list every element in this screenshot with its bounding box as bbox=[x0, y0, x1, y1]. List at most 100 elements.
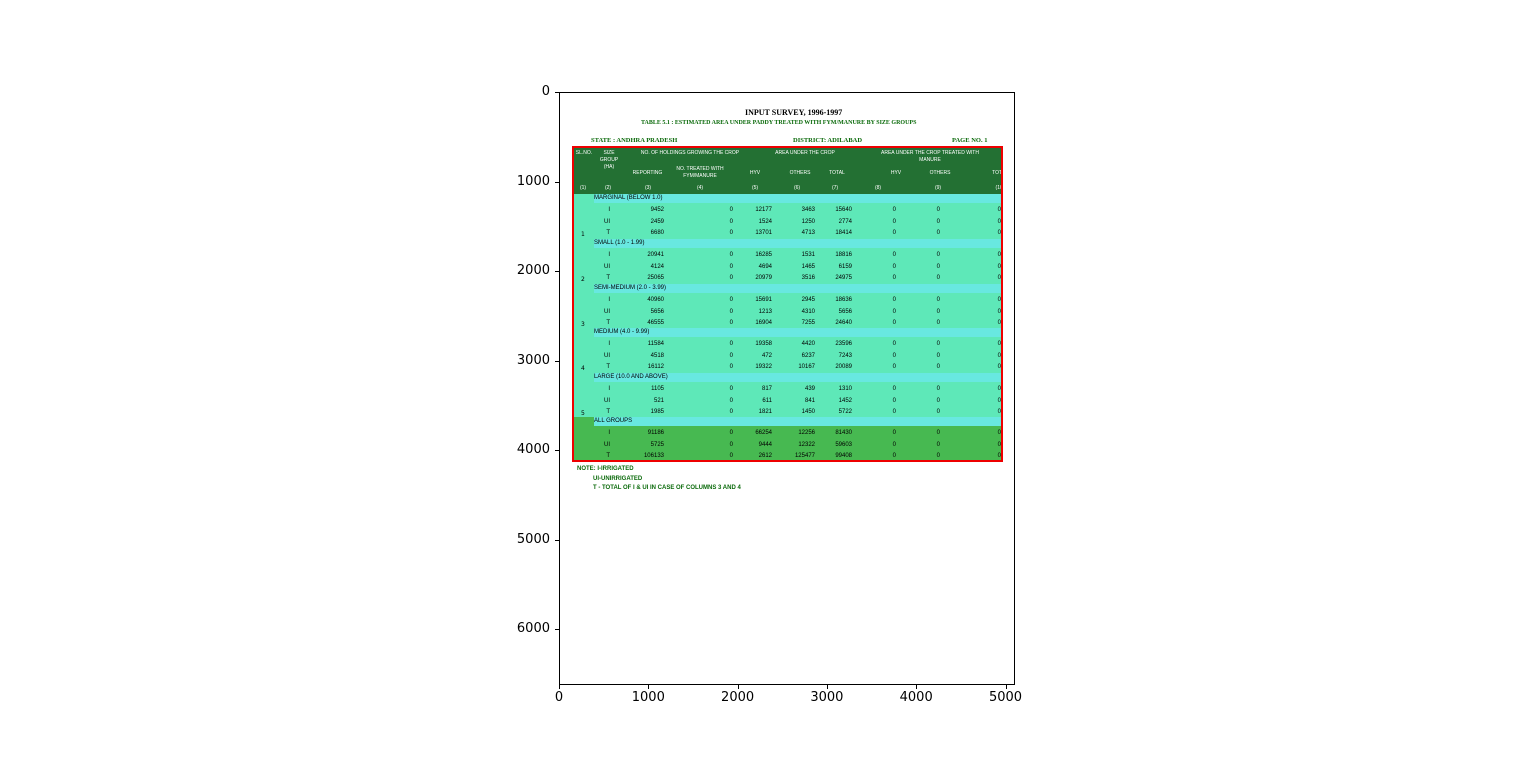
sl-number: 2 bbox=[581, 276, 585, 283]
table-cell: 0 bbox=[892, 308, 896, 315]
table-cell: 12322 bbox=[798, 441, 815, 448]
table-cell: 12177 bbox=[755, 207, 772, 213]
row-type: T bbox=[606, 275, 610, 281]
table-cell: 1985 bbox=[650, 409, 664, 415]
table-cell: 0 bbox=[892, 364, 896, 370]
header-slno: SL.NO. bbox=[575, 150, 593, 156]
y-tick-label: 5000 bbox=[516, 531, 550, 547]
table-cell: 18636 bbox=[835, 297, 852, 303]
table-cell: 0 bbox=[892, 441, 896, 448]
doc-title: INPUT SURVEY, 1996-1997 bbox=[745, 108, 843, 117]
row-type: UI bbox=[604, 263, 610, 270]
table-cell: 2774 bbox=[838, 218, 852, 225]
table-cell: 4713 bbox=[801, 230, 815, 236]
table-cell: 0 bbox=[997, 453, 1001, 459]
table-cell: 0 bbox=[936, 263, 940, 270]
table-cell: 15691 bbox=[755, 297, 772, 303]
table-cell: 0 bbox=[892, 397, 896, 404]
table-cell: 0 bbox=[892, 297, 896, 303]
table-cell: 2945 bbox=[801, 297, 815, 303]
table-cell: 0 bbox=[997, 252, 1001, 258]
table-cell: 0 bbox=[997, 341, 1001, 347]
table-cell: 0 bbox=[892, 320, 896, 326]
table-cell: 0 bbox=[936, 386, 940, 392]
row-type: T bbox=[606, 320, 610, 326]
table-cell: 0 bbox=[997, 263, 1001, 270]
table-cell: 0 bbox=[892, 230, 896, 236]
table-cell: 0 bbox=[892, 207, 896, 213]
header-others: OTHERS bbox=[789, 170, 811, 176]
table-cell: 23596 bbox=[835, 341, 852, 347]
table-cell: 611 bbox=[762, 397, 772, 404]
table-cell: 0 bbox=[729, 386, 733, 392]
table-cell: 4124 bbox=[650, 263, 664, 270]
table-cell: 13701 bbox=[755, 230, 772, 236]
y-tick-label: 3000 bbox=[516, 352, 550, 368]
table-cell: 0 bbox=[997, 275, 1001, 281]
district-label: DISTRICT: ADILABAD bbox=[793, 137, 863, 144]
header-total2: TOTAL bbox=[992, 170, 1008, 176]
y-tick-label: 6000 bbox=[516, 621, 550, 636]
table-cell: 472 bbox=[761, 352, 772, 359]
table-cell: 0 bbox=[997, 308, 1001, 315]
table-cell: 0 bbox=[997, 386, 1001, 392]
table-cell: 106133 bbox=[643, 453, 664, 459]
table-cell: 91186 bbox=[647, 430, 664, 436]
header-hyv2: HYV bbox=[890, 170, 902, 176]
table-cell: 0 bbox=[997, 409, 1001, 415]
row-type: I bbox=[608, 386, 610, 392]
size-group-band: SEMI-MEDIUM (2.0 - 3.99) bbox=[594, 284, 1002, 293]
x-tick-mark bbox=[737, 685, 739, 689]
row-type: UI bbox=[604, 441, 610, 448]
table-cell: 0 bbox=[729, 341, 733, 347]
table-header bbox=[574, 148, 1002, 194]
table-cell: 0 bbox=[892, 430, 896, 436]
table-cell: 59603 bbox=[835, 441, 852, 448]
y-tick-label: 0 bbox=[541, 84, 550, 99]
x-tick-label: 3000 bbox=[810, 690, 844, 705]
x-tick-label: 4000 bbox=[899, 690, 933, 705]
table-cell: 0 bbox=[729, 230, 733, 236]
table-cell: 0 bbox=[729, 275, 733, 281]
header-others2: OTHERS bbox=[929, 170, 951, 176]
table-cell: 0 bbox=[729, 218, 733, 225]
row-type: I bbox=[608, 430, 610, 436]
note-line: UI-UNIRRIGATED bbox=[593, 476, 643, 482]
x-tick-label: 1000 bbox=[631, 690, 665, 705]
table-cell: 19358 bbox=[755, 341, 772, 347]
table-cell: 4518 bbox=[650, 352, 664, 359]
table-cell: 0 bbox=[936, 441, 940, 448]
table-cell: 0 bbox=[997, 207, 1001, 213]
table-cell: 125477 bbox=[794, 453, 815, 459]
x-tick-mark bbox=[1005, 685, 1007, 689]
table-cell: 0 bbox=[997, 218, 1001, 225]
y-tick-mark bbox=[555, 539, 559, 541]
header-hyv: HYV bbox=[749, 170, 761, 176]
highlight-box bbox=[572, 146, 1003, 462]
column-number: (7) bbox=[831, 185, 839, 191]
table-cell: 10167 bbox=[798, 364, 815, 370]
table-cell: 0 bbox=[936, 397, 940, 404]
table-cell: 4310 bbox=[801, 308, 815, 315]
table-cell: 0 bbox=[729, 263, 733, 270]
y-tick-label: 1000 bbox=[516, 173, 550, 189]
table-cell: 20941 bbox=[647, 252, 664, 258]
table-cell: 5722 bbox=[838, 409, 852, 415]
table-cell: 4694 bbox=[758, 263, 772, 270]
table-cell: 0 bbox=[936, 430, 940, 436]
table-cell: 0 bbox=[892, 386, 896, 392]
table-cell: 0 bbox=[997, 397, 1001, 404]
table-cell: 1465 bbox=[801, 263, 815, 270]
header-total: TOTAL bbox=[829, 170, 845, 176]
table-cell: 0 bbox=[936, 453, 940, 459]
column-number: (5) bbox=[751, 185, 759, 191]
table-cell: 0 bbox=[936, 207, 940, 213]
column-number: (2) bbox=[604, 185, 612, 191]
column-number: (4) bbox=[696, 185, 704, 191]
table-cell: 1524 bbox=[758, 218, 772, 225]
sl-number: 1 bbox=[581, 231, 585, 238]
table-cell: 0 bbox=[997, 430, 1001, 436]
sl-number: 5 bbox=[581, 410, 585, 417]
y-tick-mark bbox=[555, 271, 559, 272]
column-number: (9) bbox=[934, 185, 942, 191]
